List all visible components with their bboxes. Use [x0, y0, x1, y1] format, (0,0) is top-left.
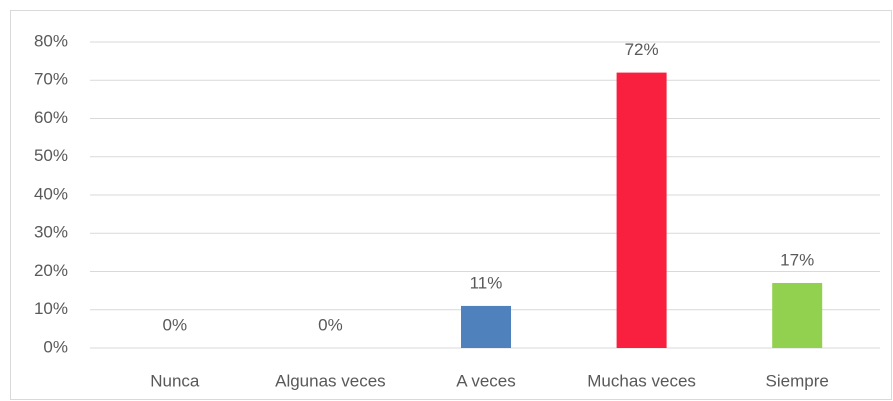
data-label: 72%: [625, 40, 659, 59]
y-tick-label: 0%: [43, 337, 68, 356]
data-label: 11%: [470, 273, 503, 292]
y-tick-label: 20%: [34, 261, 68, 280]
data-label: 0%: [318, 315, 343, 334]
y-tick-label: 50%: [34, 146, 68, 165]
bar: [461, 305, 511, 348]
chart-border: [10, 10, 892, 400]
y-tick-label: 70%: [34, 70, 68, 89]
x-tick-label: A veces: [456, 371, 516, 390]
y-tick-label: 30%: [34, 223, 68, 242]
data-label: 17%: [780, 250, 814, 269]
bar: [772, 282, 823, 348]
y-tick-label: 40%: [34, 184, 68, 203]
x-tick-label: Algunas veces: [275, 371, 386, 390]
x-tick-label: Nunca: [150, 371, 200, 390]
y-tick-label: 80%: [34, 31, 68, 50]
y-tick-label: 60%: [34, 108, 68, 127]
x-tick-label: Siempre: [766, 371, 829, 390]
data-label: 0%: [163, 315, 188, 334]
x-tick-label: Muchas veces: [587, 371, 696, 390]
y-tick-label: 10%: [34, 299, 68, 318]
bar: [616, 72, 667, 348]
